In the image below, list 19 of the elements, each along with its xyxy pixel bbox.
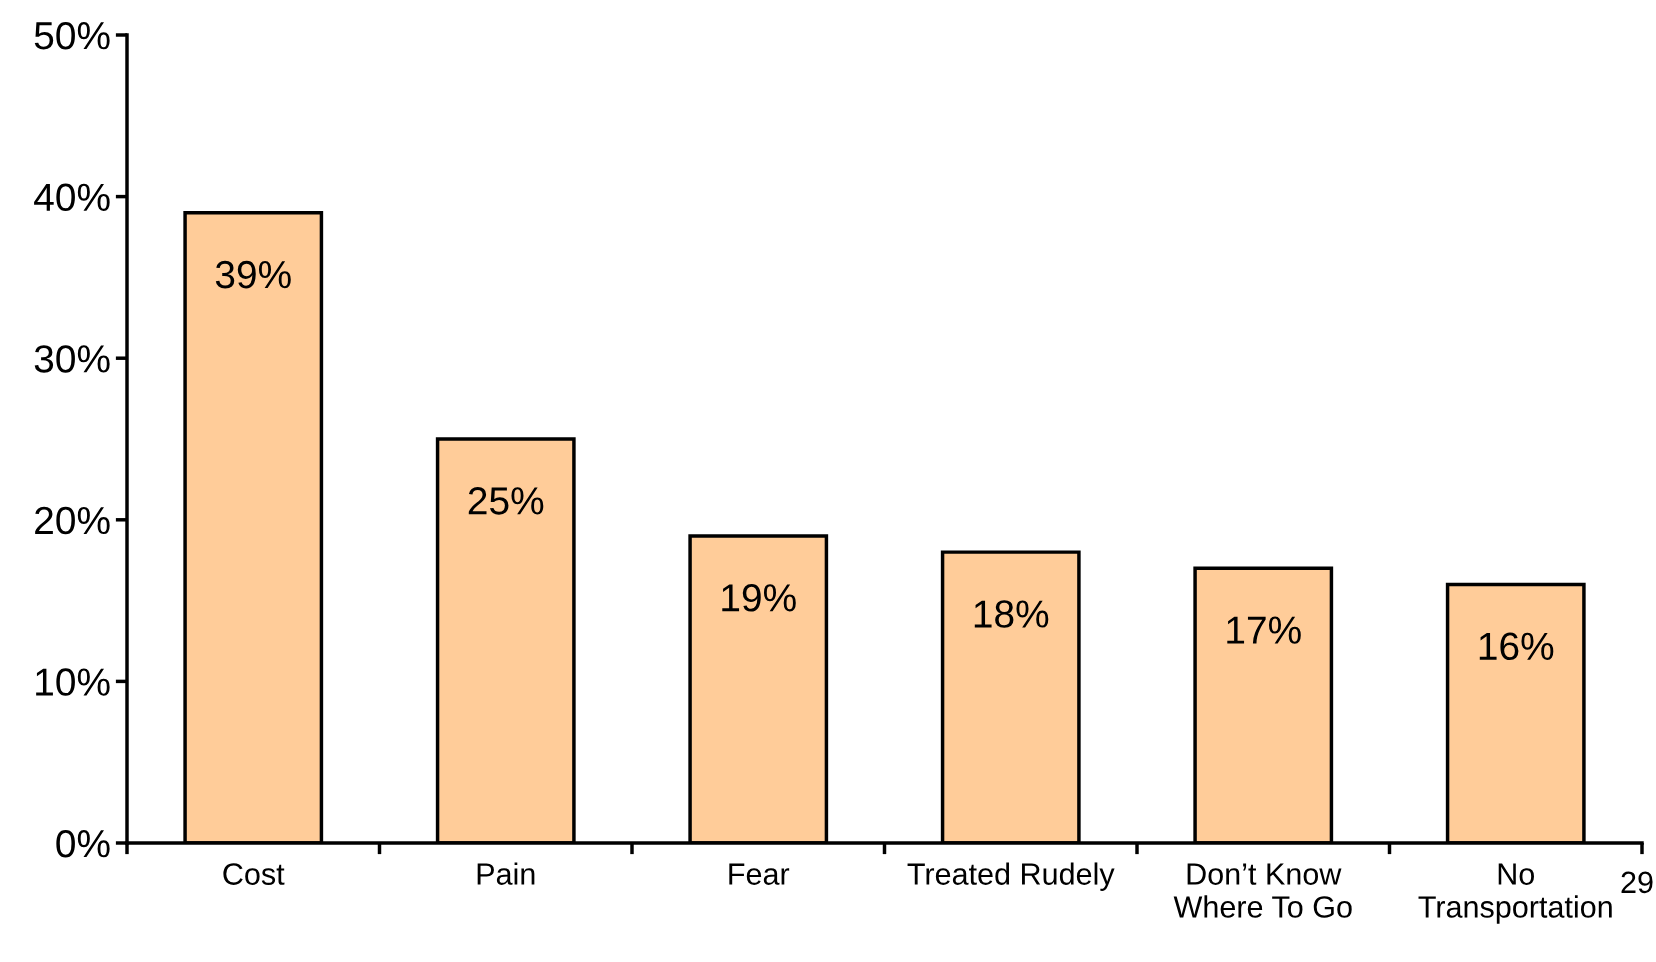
data-label: 25%: [468, 487, 544, 515]
y-tick-label: 50%: [34, 21, 110, 50]
y-tick-label: 20%: [35, 506, 110, 535]
data-label: 17%: [1227, 616, 1301, 644]
y-tick-label: 10%: [36, 668, 110, 696]
x-tick-label: Treated Rudely: [907, 862, 1115, 891]
y-tick-label: 40%: [34, 183, 110, 212]
data-label: 19%: [722, 584, 796, 612]
text: 29: [1621, 871, 1653, 894]
x-tick-label: Fear: [729, 863, 790, 885]
y-tick-label: 30%: [34, 345, 110, 373]
x-tick-label: Don’t Know Where To Go: [1173, 863, 1352, 918]
x-tick-label: Cost: [223, 863, 285, 885]
data-label: 39%: [215, 260, 291, 289]
x-tick-label: No Transportation: [1418, 863, 1612, 924]
x-tick-label: Pain: [477, 862, 535, 885]
data-label: 16%: [1479, 632, 1554, 661]
y-tick-label: 0%: [56, 829, 110, 858]
data-label: 18%: [974, 600, 1049, 628]
